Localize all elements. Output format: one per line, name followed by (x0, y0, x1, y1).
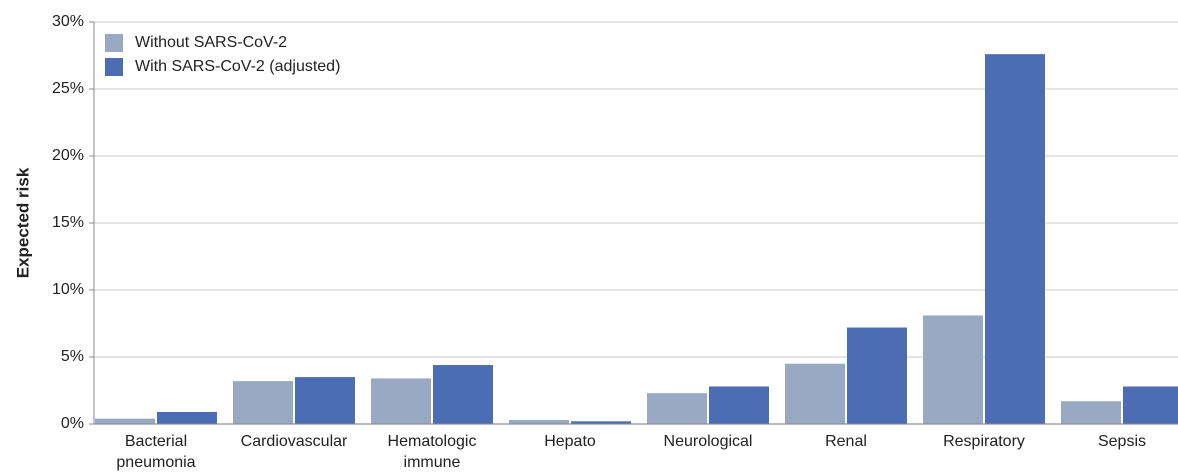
bar (1061, 401, 1121, 424)
legend-swatch (105, 58, 123, 76)
x-tick-label: Sepsis (1098, 433, 1146, 450)
bar (923, 315, 983, 424)
bar (509, 419, 569, 424)
bar (785, 363, 845, 424)
y-tick-label: 25% (52, 80, 84, 97)
bar (295, 377, 355, 424)
bar (985, 54, 1045, 424)
y-axis-label: Expected risk (13, 167, 32, 278)
legend-label: Without SARS-CoV-2 (135, 34, 287, 51)
x-tick-label: Cardiovascular (241, 433, 348, 450)
y-tick-label: 15% (52, 214, 84, 231)
x-tick-label: Respiratory (943, 433, 1025, 450)
y-tick-label: 10% (52, 281, 84, 298)
legend-swatch (105, 34, 123, 52)
bar (371, 378, 431, 424)
bar (709, 386, 769, 424)
y-tick-label: 0% (61, 415, 84, 432)
x-tick-label: Hematologic immune (388, 433, 477, 471)
bar (157, 411, 217, 424)
x-tick-label: Bacterial pneumonia (116, 433, 195, 471)
legend-label: With SARS-CoV-2 (adjusted) (135, 58, 340, 75)
bar (847, 327, 907, 424)
x-tick-label: Renal (825, 433, 867, 450)
bar (1123, 386, 1178, 424)
bar (95, 418, 155, 424)
x-tick-label: Hepato (544, 433, 596, 450)
x-tick-label: Neurological (664, 433, 753, 450)
bar (433, 365, 493, 424)
y-tick-label: 20% (52, 147, 84, 164)
y-tick-label: 30% (52, 13, 84, 30)
y-tick-label: 5% (61, 348, 84, 365)
bar (571, 421, 631, 424)
bar (233, 381, 293, 424)
bar (647, 393, 707, 424)
